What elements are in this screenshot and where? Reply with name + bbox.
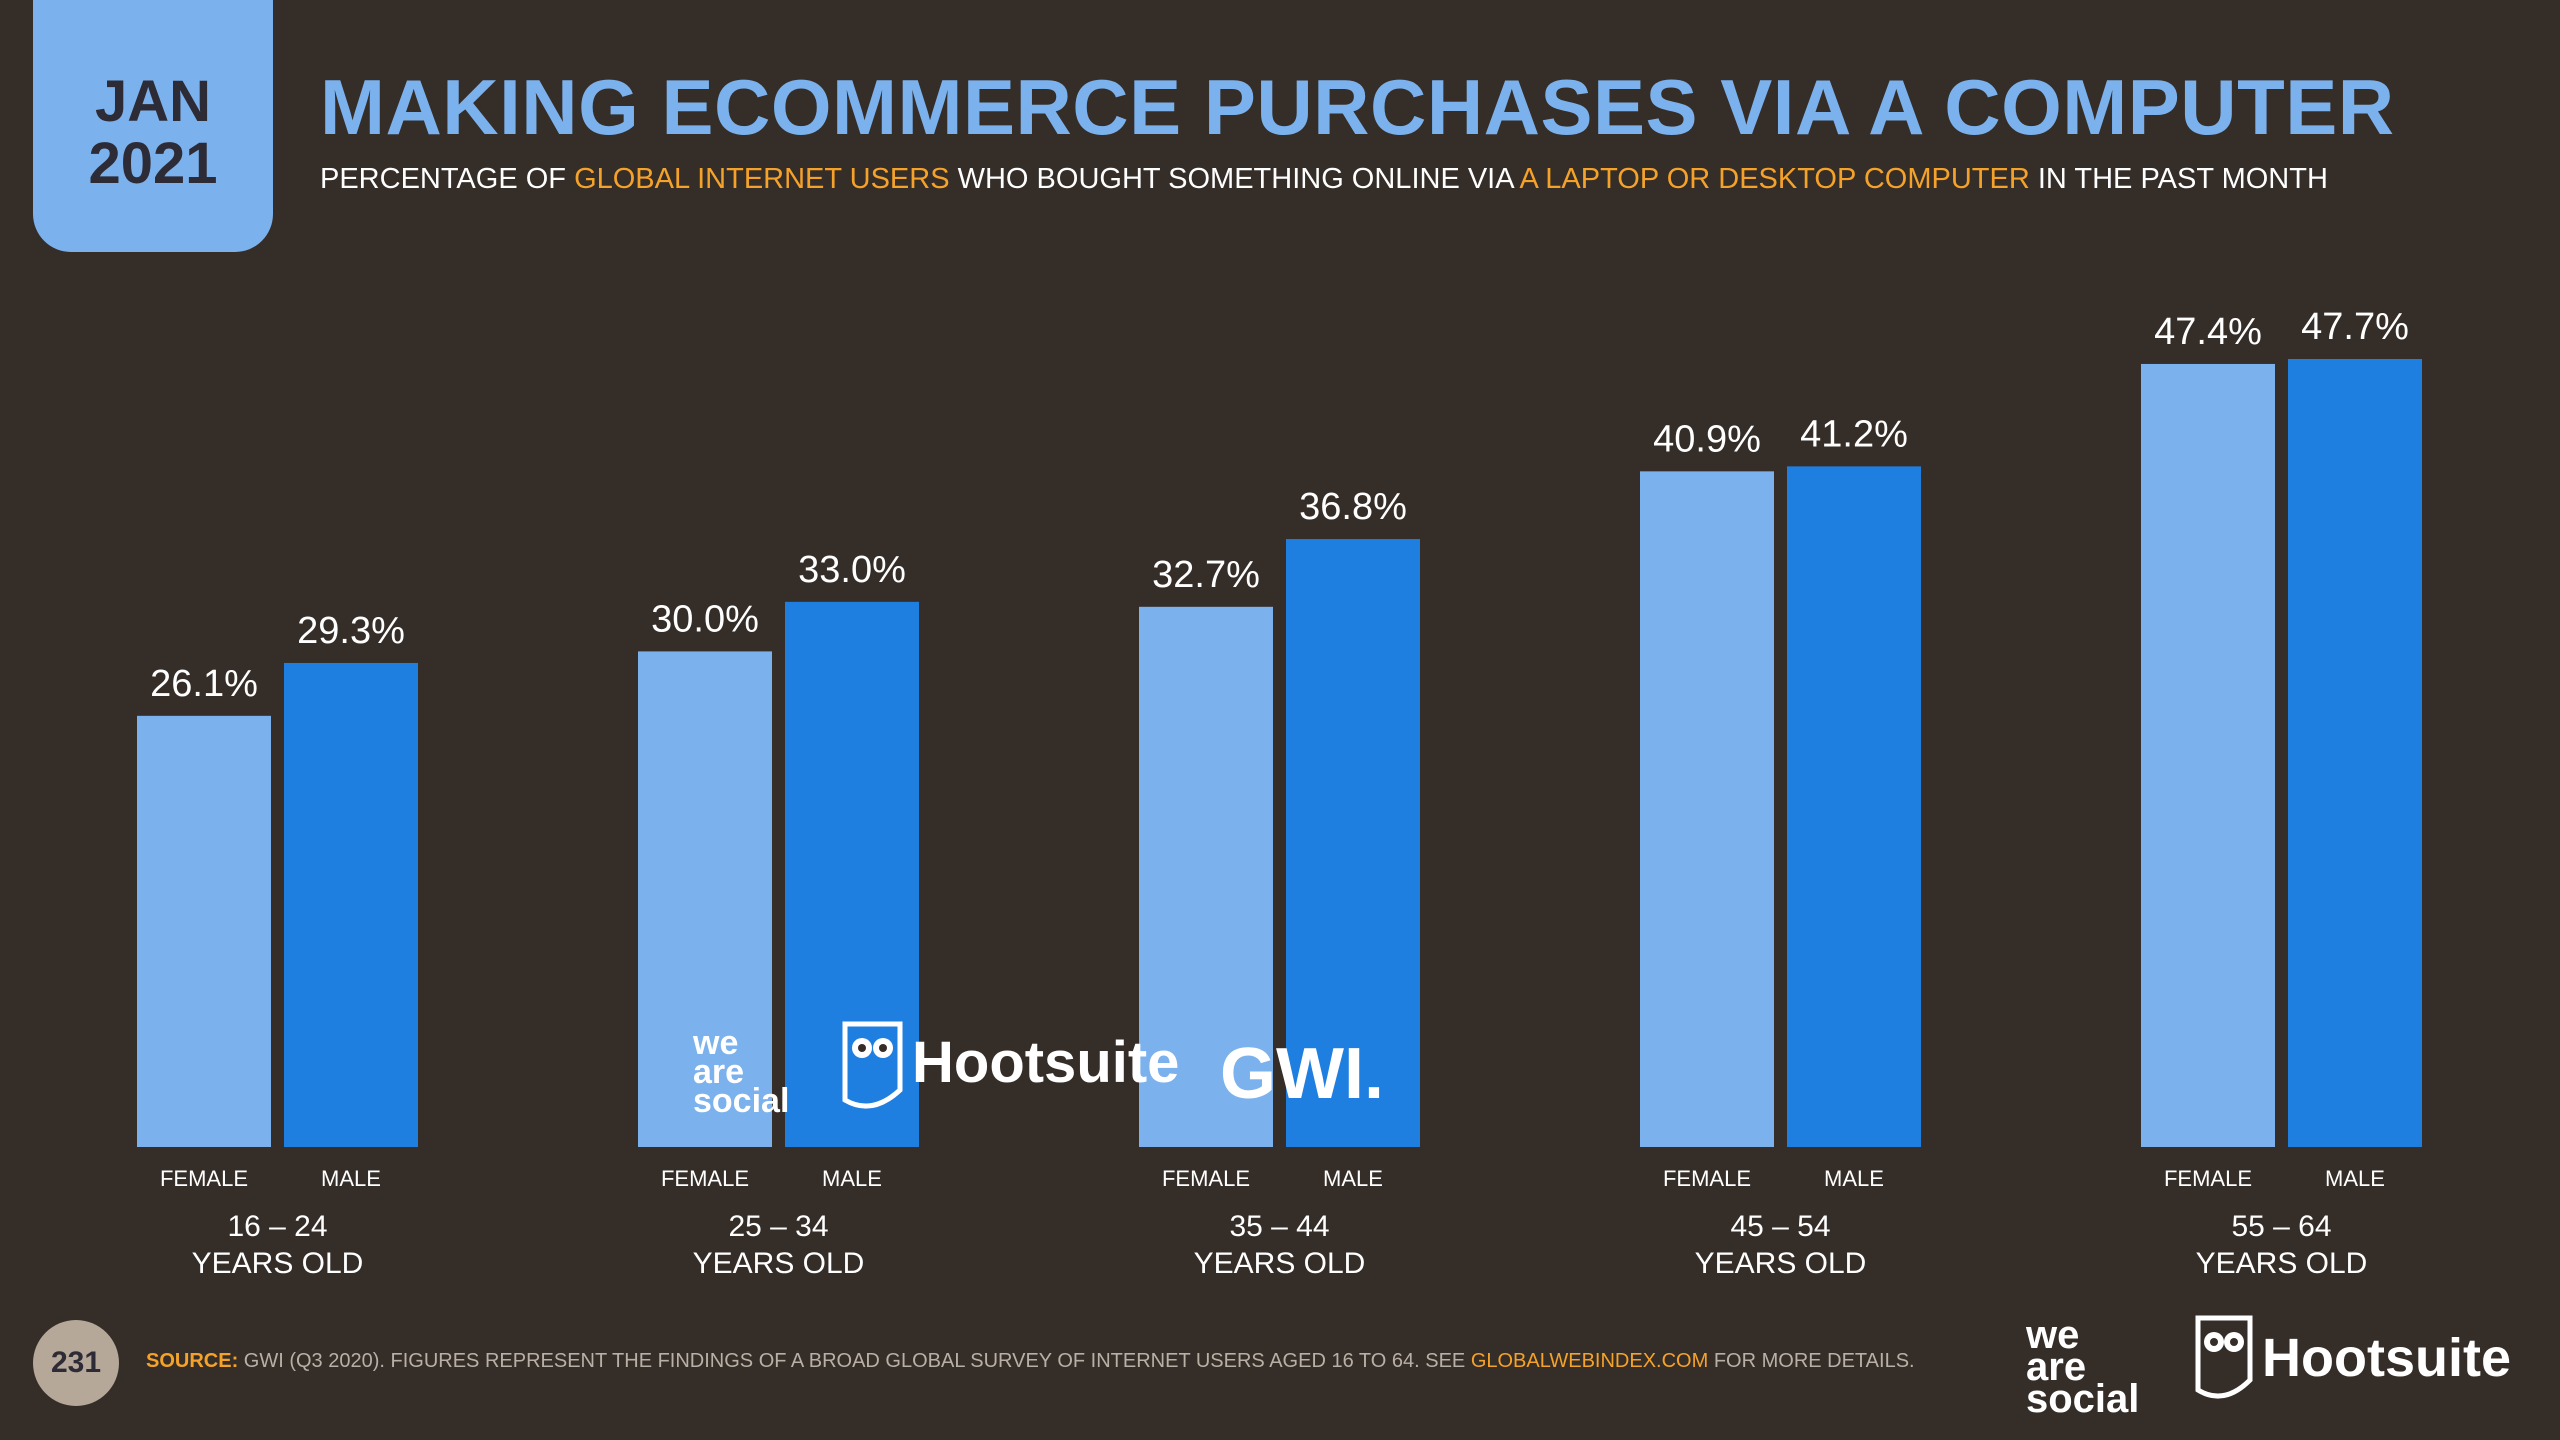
- subtitle-part-1: GLOBAL INTERNET USERS: [574, 163, 950, 195]
- series-label-male-2: MALE: [1323, 1166, 1383, 1191]
- footer-we-are-social-logo: we are social: [2025, 1313, 2139, 1421]
- data-label-male-1: 33.0%: [798, 549, 906, 591]
- data-label-male-0: 29.3%: [297, 610, 405, 652]
- watermark-svg: we are social Hootsuite GWI.: [692, 1021, 1384, 1120]
- category-sublabel-2: YEARS OLD: [1194, 1247, 1366, 1280]
- bar-male-0: [284, 662, 418, 1147]
- source-tail: FOR MORE DETAILS.: [1708, 1350, 1915, 1372]
- bar-female-1: [638, 651, 772, 1147]
- footer-we-are-social-line-3: social: [2026, 1377, 2139, 1420]
- series-label-male-3: MALE: [1824, 1166, 1884, 1191]
- we-are-social-logo: we are social: [692, 1024, 789, 1120]
- category-sublabel-0: YEARS OLD: [192, 1247, 364, 1280]
- series-label-male-0: MALE: [321, 1166, 381, 1191]
- data-label-female-2: 32.7%: [1152, 554, 1260, 596]
- source-label: SOURCE:: [146, 1350, 239, 1372]
- subtitle-part-3: A LAPTOP OR DESKTOP COMPUTER: [1519, 163, 2030, 195]
- source-note: SOURCE: GWI (Q3 2020). FIGURES REPRESENT…: [146, 1350, 1915, 1373]
- data-label-male-4: 47.7%: [2301, 306, 2409, 348]
- bar-male-3: [1787, 466, 1921, 1147]
- we-are-social-line-1: we: [692, 1024, 738, 1062]
- data-label-male-2: 36.8%: [1299, 486, 1407, 528]
- bar-female-4: [2141, 363, 2275, 1148]
- category-label-1: 25 – 34: [728, 1210, 828, 1243]
- subtitle-part-2: WHO BOUGHT SOMETHING ONLINE VIA: [949, 163, 1520, 195]
- watermark-logos: we are social Hootsuite GWI.: [690, 1020, 1410, 1135]
- date-month: JAN: [94, 69, 212, 134]
- source-link[interactable]: GLOBALWEBINDEX.COM: [1470, 1350, 1709, 1372]
- we-are-social-line-2: are: [693, 1053, 744, 1091]
- page-number-badge: 231: [33, 1320, 119, 1406]
- category-sublabel-3: YEARS OLD: [1695, 1247, 1867, 1280]
- footer-logos: we are social Hootsuite: [2020, 1310, 2540, 1425]
- series-label-female-3: FEMALE: [1663, 1166, 1751, 1191]
- gwi-logo-text: GWI.: [1220, 1034, 1384, 1114]
- source-text: GWI (Q3 2020). FIGURES REPRESENT THE FIN…: [238, 1350, 1471, 1372]
- data-label-female-1: 30.0%: [651, 598, 759, 640]
- we-are-social-line-3: social: [693, 1082, 789, 1120]
- page-title: MAKING ECOMMERCE PURCHASES VIA A COMPUTE…: [320, 63, 2395, 151]
- hootsuite-logo-text: Hootsuite: [912, 1030, 1179, 1095]
- data-label-female-4: 47.4%: [2154, 311, 2262, 353]
- bar-male-4: [2288, 359, 2422, 1147]
- category-sublabel-4: YEARS OLD: [2196, 1247, 2368, 1280]
- footer-logos-svg: we are social Hootsuite: [2025, 1313, 2511, 1421]
- footer-owl-icon: [2195, 1315, 2253, 1399]
- footer-we-are-social-line-2: are: [2026, 1345, 2086, 1389]
- date-tab: JAN 2021: [33, 0, 273, 252]
- data-label-male-3: 41.2%: [1800, 413, 1908, 455]
- bar-male-2: [1286, 539, 1420, 1147]
- category-label-3: 45 – 54: [1730, 1210, 1830, 1243]
- category-sublabel-1: YEARS OLD: [693, 1247, 865, 1280]
- date-year: 2021: [88, 131, 218, 196]
- data-label-female-0: 26.1%: [150, 663, 258, 705]
- bar-female-3: [1640, 471, 1774, 1147]
- footer-we-are-social-line-1: we: [2025, 1313, 2079, 1357]
- category-label-0: 16 – 24: [227, 1210, 327, 1243]
- page-subtitle: PERCENTAGE OF GLOBAL INTERNET USERS WHO …: [320, 163, 2328, 196]
- series-label-female-0: FEMALE: [160, 1166, 248, 1191]
- series-label-male-4: MALE: [2325, 1166, 2385, 1191]
- owl-icon: [842, 1021, 903, 1109]
- category-label-4: 55 – 64: [2231, 1210, 2331, 1243]
- series-label-female-4: FEMALE: [2164, 1166, 2252, 1191]
- bar-male-1: [785, 601, 919, 1147]
- data-label-female-3: 40.9%: [1653, 418, 1761, 460]
- category-label-2: 35 – 44: [1229, 1210, 1329, 1243]
- bar-chart: 26.1% FEMALE 29.3% MALE 16 – 24 YEARS OLD 30.0…: [137, 306, 2422, 1280]
- series-label-male-1: MALE: [822, 1166, 882, 1191]
- subtitle-part-4: IN THE PAST MONTH: [2029, 163, 2328, 195]
- subtitle-part-0: PERCENTAGE OF: [320, 163, 575, 195]
- footer-hootsuite-logo-text: Hootsuite: [2262, 1328, 2511, 1388]
- bar-female-0: [137, 715, 271, 1147]
- series-label-female-1: FEMALE: [661, 1166, 749, 1191]
- series-label-female-2: FEMALE: [1162, 1166, 1250, 1191]
- bar-female-2: [1139, 606, 1273, 1147]
